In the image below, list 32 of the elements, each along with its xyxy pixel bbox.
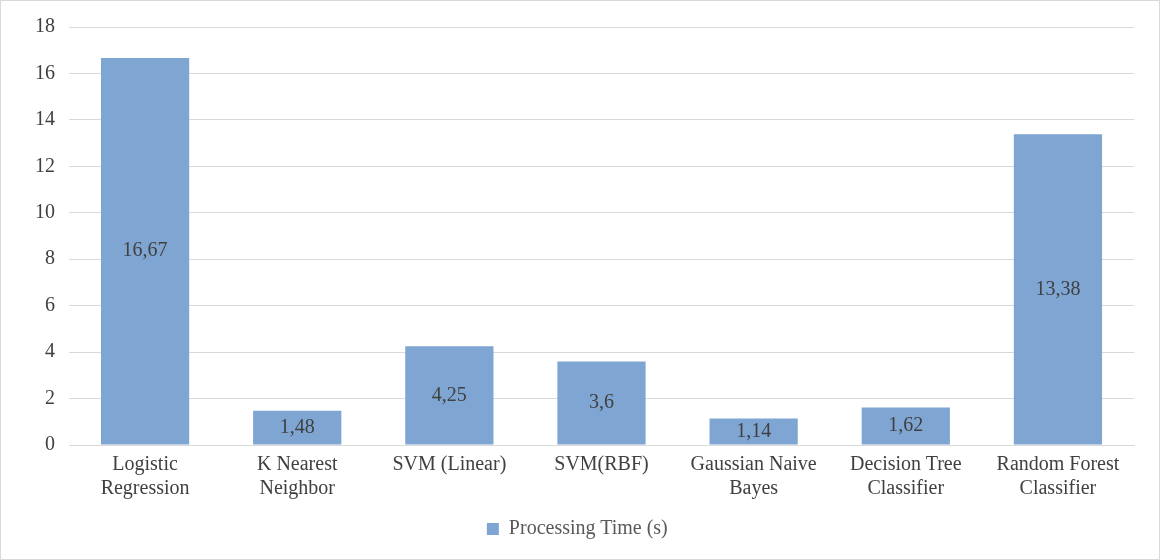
legend-label: Processing Time (s) [508, 516, 668, 540]
y-tick-label: 4 [45, 339, 55, 362]
x-tick-label: Random Forest Classifier [996, 452, 1120, 499]
data-label: 16,67 [122, 238, 168, 261]
data-label: 1,62 [888, 413, 924, 436]
x-tick-label: Logistic Regression [100, 452, 190, 500]
data-label: 3,6 [589, 390, 614, 413]
y-tick-label: 0 [45, 432, 55, 455]
data-label: 1,48 [279, 414, 315, 437]
bar [1013, 134, 1103, 445]
x-tick-label: K Nearest Neighbor [256, 452, 338, 500]
y-tick-label: 10 [35, 200, 55, 223]
data-label: 4,25 [431, 382, 467, 405]
x-tick-label: Decision Tree Classifier [849, 452, 962, 499]
data-label: 13,38 [1035, 276, 1081, 299]
bar [861, 407, 950, 445]
x-tick-label: SVM (Linear) [392, 452, 507, 476]
bar [405, 346, 494, 445]
y-tick-label: 8 [45, 246, 55, 269]
y-tick-label: 14 [35, 107, 55, 130]
y-tick-label: 18 [35, 14, 55, 37]
bar [100, 57, 190, 445]
x-tick-label: SVM(RBF) [554, 452, 649, 476]
x-tick-label: Gaussian Naive Bayes [690, 452, 817, 500]
y-tick-label: 16 [35, 60, 55, 83]
bar [557, 361, 646, 445]
y-tick-label: 2 [45, 385, 55, 408]
bar [253, 410, 342, 445]
bar [709, 418, 798, 445]
data-label: 1,14 [736, 418, 772, 441]
y-tick-label: 12 [35, 153, 55, 176]
y-tick-label: 6 [45, 292, 55, 315]
